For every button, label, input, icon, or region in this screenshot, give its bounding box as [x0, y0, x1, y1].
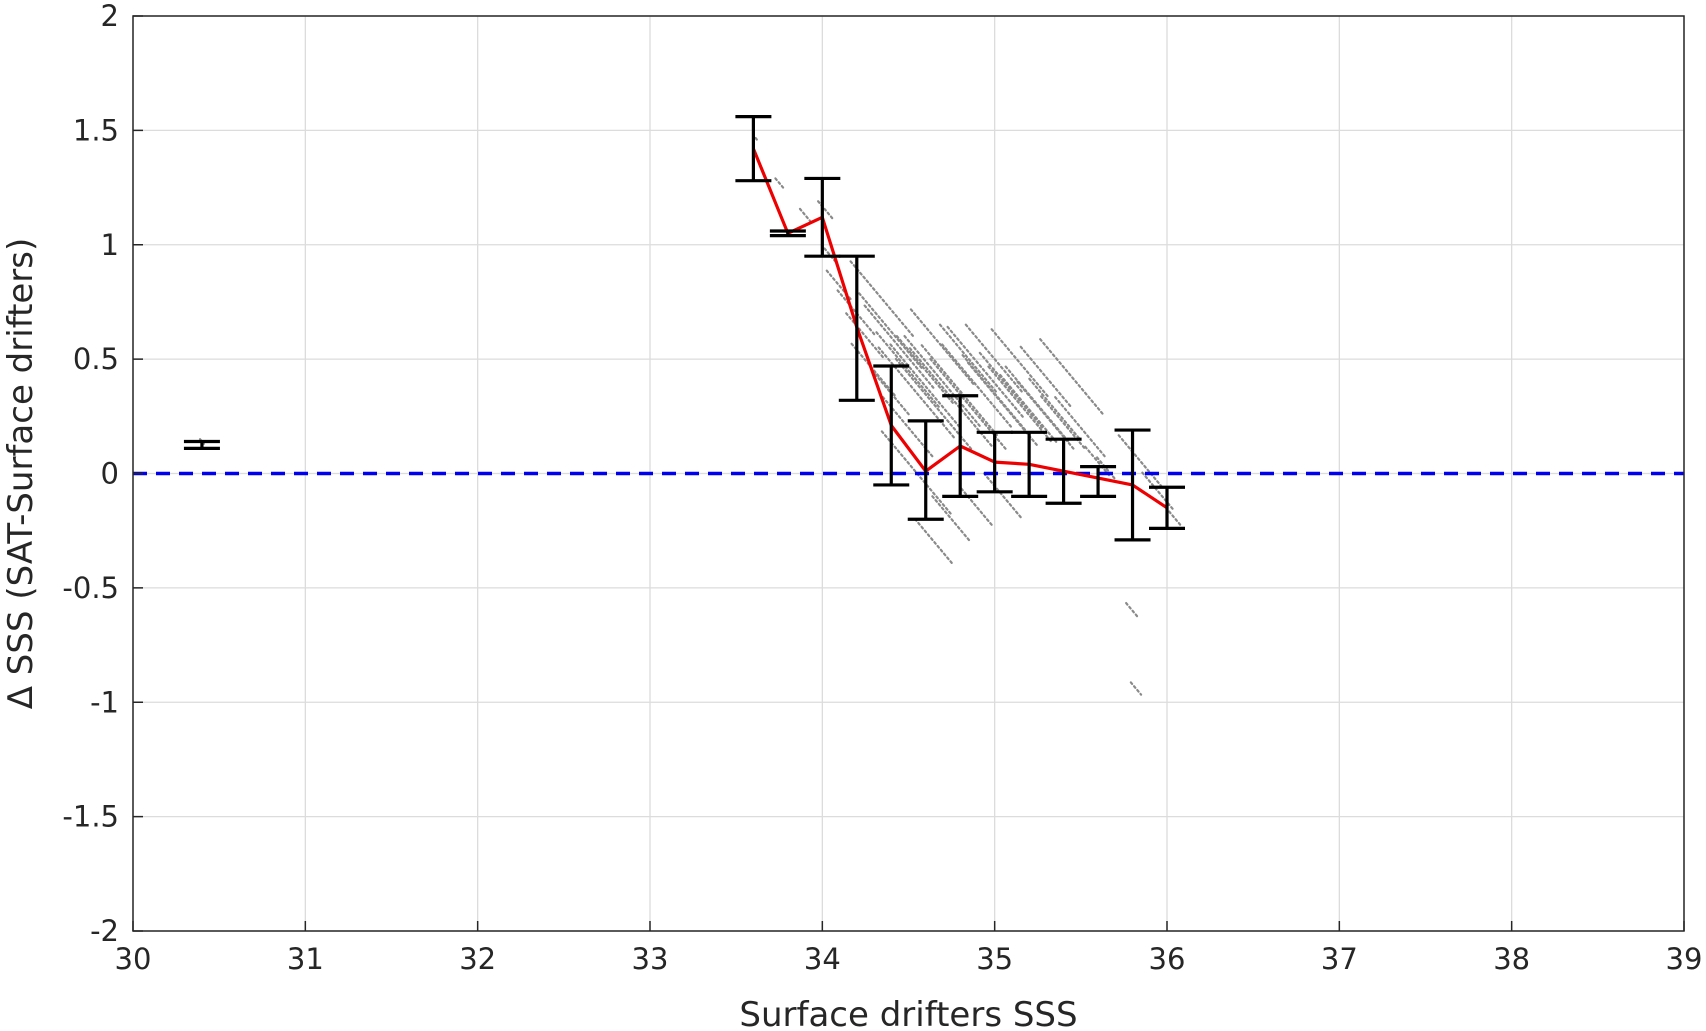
error-bar — [976, 430, 1013, 494]
scatter-streak — [858, 292, 925, 372]
scatter-streak — [987, 365, 1054, 445]
scatter-streak — [946, 325, 1026, 420]
scatter-streak — [875, 331, 942, 410]
y-axis-title: Δ SSS (SAT-Surface drifters) — [1, 238, 41, 710]
x-tick-label: 33 — [632, 942, 669, 976]
x-tick-label: 30 — [115, 942, 152, 976]
scatter-streak — [1054, 396, 1108, 460]
scatter-streak — [960, 487, 995, 529]
error-bars — [183, 115, 1185, 542]
x-tick-label: 38 — [1493, 942, 1530, 976]
x-tick-labels: 30 31 32 33 34 35 36 37 38 39 — [115, 921, 1703, 976]
error-bar — [804, 176, 841, 258]
x-tick-label: 39 — [1666, 942, 1703, 976]
error-bar — [769, 229, 806, 238]
scatter-streak — [920, 344, 1000, 439]
scatter-streak — [938, 323, 999, 395]
x-axis-title: Surface drifters SSS — [739, 995, 1077, 1031]
scatter-streak — [1028, 377, 1082, 442]
scatter-streak — [990, 328, 1051, 400]
scatter-streak — [1129, 681, 1143, 696]
scatter-streak — [1019, 345, 1074, 410]
scatter-streak — [798, 207, 812, 223]
scatter-streak — [941, 343, 1014, 430]
x-tick-label: 31 — [287, 942, 324, 976]
scatter-streak — [895, 335, 956, 407]
scatter-points — [198, 136, 1184, 696]
scatter-streak — [849, 260, 916, 340]
scatter-streak — [964, 323, 1025, 395]
y-tick-label: 1 — [101, 228, 119, 262]
x-tick-label: 35 — [976, 942, 1013, 976]
y-tick-label: 2 — [101, 0, 119, 33]
x-tick-label: 37 — [1321, 942, 1358, 976]
scatter-streak — [754, 136, 760, 143]
x-tick-label: 32 — [459, 942, 496, 976]
error-bar — [1149, 485, 1185, 531]
error-bar — [838, 254, 875, 402]
scatter-streak — [931, 495, 972, 544]
y-tick-label: -1.5 — [62, 800, 119, 834]
y-tick-label: 1.5 — [73, 113, 119, 147]
scatter-streak — [1168, 510, 1184, 529]
y-tick-label: -1 — [90, 685, 119, 719]
y-tick-label: 0.5 — [73, 342, 119, 376]
scatter-streak — [903, 334, 983, 430]
scatter-streak — [816, 200, 835, 221]
error-bar — [1114, 428, 1151, 542]
scatter-streak — [999, 373, 1060, 445]
error-bar — [907, 419, 944, 521]
scatter-streak — [1095, 456, 1118, 482]
scatter-streak — [909, 308, 977, 388]
scatter-streak — [1040, 395, 1088, 452]
scatter-streak — [845, 312, 886, 361]
scatter-streak — [889, 343, 963, 430]
scatter-streak — [877, 346, 957, 441]
error-bar — [873, 364, 910, 487]
scatter-streak — [1125, 601, 1141, 620]
scatter-streak — [978, 351, 1046, 431]
error-bar — [942, 394, 979, 498]
error-bar — [1080, 465, 1117, 498]
scatter-streak — [982, 472, 1024, 521]
error-bar — [1011, 430, 1048, 498]
x-tick-label: 36 — [1149, 942, 1186, 976]
scatter-streak — [774, 177, 785, 189]
scatter-streak — [1141, 471, 1176, 513]
error-bar — [735, 115, 772, 183]
scatter-streak — [914, 518, 955, 567]
scatter-streak — [1084, 445, 1112, 479]
x-tick-label: 34 — [804, 942, 841, 976]
error-bar — [1045, 437, 1082, 505]
y-tick-label: 0 — [101, 457, 119, 491]
y-tick-labels: -2 -1.5 -1 -0.5 0 0.5 1 1.5 2 — [62, 0, 143, 948]
scatter-streak — [1039, 338, 1106, 417]
scatter-streak — [825, 269, 854, 303]
y-tick-label: -2 — [90, 914, 119, 948]
scatter-streak — [863, 304, 937, 391]
scatter-streak — [850, 342, 898, 399]
y-tick-label: -0.5 — [62, 571, 119, 605]
scatter-streak — [1117, 434, 1165, 490]
error-bar — [183, 439, 220, 450]
